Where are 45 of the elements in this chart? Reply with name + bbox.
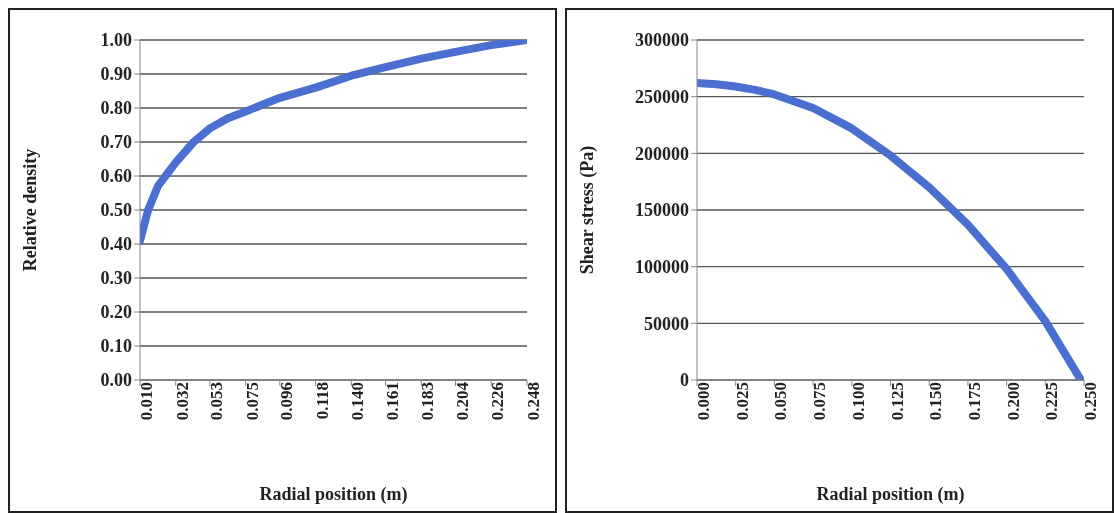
x-tick-label: 0.225 [1042,382,1062,421]
y-tick-label: 0.90 [100,64,132,85]
y-tick-label: 0.60 [100,166,132,187]
x-tick-label: 0.075 [810,382,830,421]
y-tick-label: 300000 [635,30,689,51]
x-tick-label: 0.204 [452,381,472,421]
y-tick-label: 0.50 [100,200,132,221]
x-tick-label: 0.248 [524,382,544,421]
x-tick-label: 0.050 [771,382,791,421]
y-tick-label: 0 [680,370,689,391]
y-tick-label: 50000 [644,313,689,334]
y-tick-label: 0.70 [100,132,132,153]
x-tick-label: 0.118 [312,382,332,420]
y-tick-label: 0.10 [100,336,132,357]
y-axis-title: Relative density [20,148,41,272]
x-tick-label: 0.161 [382,382,402,421]
y-tick-label: 100000 [635,257,689,278]
y-axis-title: Shear stress (Pa) [577,145,599,275]
x-tick-label: 0.183 [418,382,438,421]
x-tick-label: 0.140 [348,382,368,421]
y-tick-label: 0.40 [100,234,132,255]
x-axis-title: Radial position (m) [816,484,965,505]
x-tick-label: 0.175 [964,382,984,421]
x-tick-label: 0.150 [926,382,946,421]
y-tick-label: 250000 [635,87,689,108]
x-tick-label: 0.010 [137,382,157,421]
y-tick-label: 200000 [635,143,689,164]
y-tick-label: 0.00 [100,370,132,391]
y-tick-label: 0.30 [100,268,132,289]
y-tick-label: 0.80 [100,98,132,119]
y-tick-label: 0.20 [100,302,132,323]
x-tick-label: 0.075 [242,382,262,421]
x-tick-label: 0.200 [1003,382,1023,421]
x-tick-label: 0.096 [276,382,296,421]
x-tick-label: 0.226 [488,382,508,421]
y-tick-label: 150000 [635,200,689,221]
x-tick-label: 0.125 [887,382,907,421]
x-tick-label: 0.250 [1081,382,1101,421]
x-tick-label: 0.025 [732,382,752,421]
x-tick-label: 0.000 [694,382,714,421]
x-tick-label: 0.032 [172,382,192,421]
x-tick-label: 0.053 [206,382,226,421]
x-tick-label: 0.100 [848,382,868,421]
x-axis-title: Radial position (m) [259,484,408,505]
y-tick-label: 1.00 [100,30,132,51]
